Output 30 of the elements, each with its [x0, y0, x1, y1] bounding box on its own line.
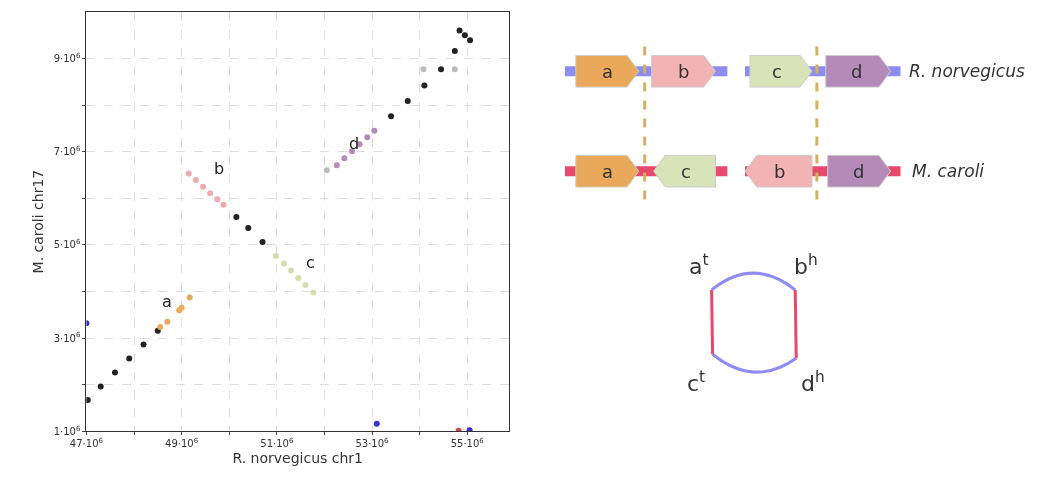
- text: d$^{h}$: [801, 368, 825, 397]
- y-tick-label: 5·10$^{6}$: [53, 238, 81, 251]
- y-tick-label: 1·10$^{6}$: [53, 424, 81, 437]
- x-axis-title: R. norvegicus chr1: [232, 449, 364, 466]
- text: b: [774, 161, 786, 182]
- annotation: d: [349, 134, 360, 153]
- text: R. norvegicus: [909, 61, 1025, 81]
- text: a: [602, 61, 614, 82]
- text: a: [602, 161, 614, 182]
- text: d: [853, 161, 865, 182]
- text: M. caroli: [912, 161, 985, 181]
- text: c: [681, 161, 691, 182]
- x-tick-label: 51·10$^{6}$: [260, 437, 294, 450]
- text: c: [772, 61, 782, 82]
- y-tick-label: 7·10$^{6}$: [53, 144, 81, 158]
- text: c$^{t}$: [687, 368, 706, 397]
- annotation: b: [214, 159, 225, 178]
- text: a$^{t}$: [689, 251, 709, 280]
- y-tick-label: 3·10$^{6}$: [53, 331, 81, 344]
- y-tick-label: 9·10$^{6}$: [53, 51, 81, 64]
- text: b: [678, 61, 690, 82]
- y-axis-title: M. caroli chr17: [30, 169, 47, 274]
- text: d: [851, 61, 863, 82]
- annotation: c: [306, 253, 315, 272]
- text: b$^{h}$: [794, 251, 818, 280]
- annotation: a: [162, 292, 172, 311]
- x-tick-label: 55·10$^{6}$: [450, 437, 485, 450]
- x-tick-label: 47·10$^{6}$: [69, 437, 104, 450]
- x-tick-label: 49·10$^{6}$: [165, 437, 199, 450]
- x-tick-label: 53·10$^{6}$: [355, 437, 390, 450]
